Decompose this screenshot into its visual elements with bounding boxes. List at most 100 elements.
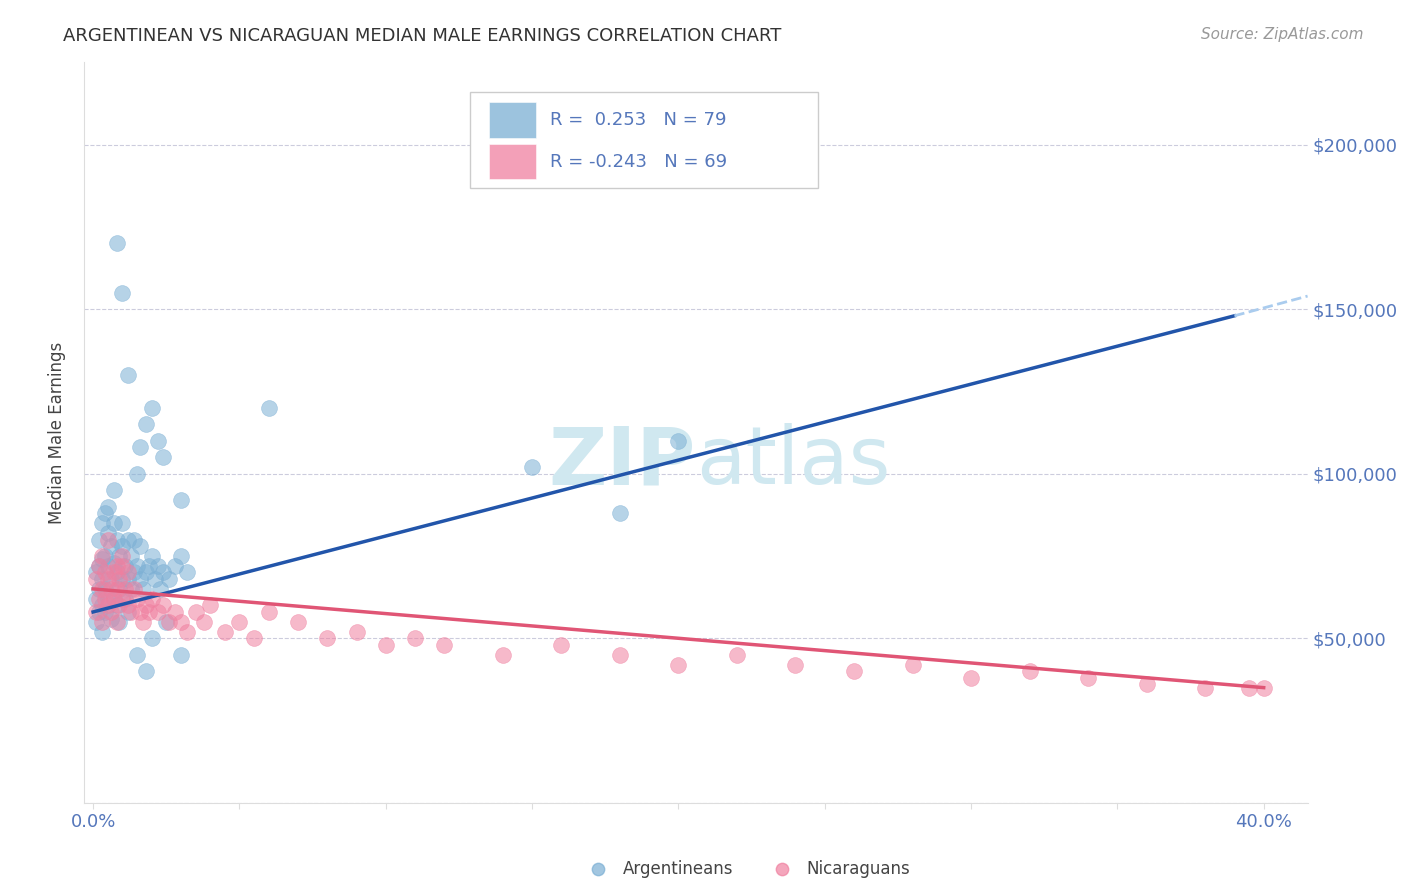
- Point: [1237, 681, 1260, 695]
- Point: [90, 552, 112, 566]
- Point: [125, 591, 148, 606]
- Y-axis label: Median Male Earnings: Median Male Earnings: [48, 342, 66, 524]
- Text: Source: ZipAtlas.com: Source: ZipAtlas.com: [1201, 27, 1364, 42]
- Point: [90, 624, 112, 639]
- Point: [170, 549, 193, 563]
- Point: [94, 506, 117, 520]
- Point: [609, 648, 631, 662]
- FancyBboxPatch shape: [470, 92, 818, 188]
- Point: [105, 599, 128, 613]
- Point: [108, 549, 131, 563]
- Point: [97, 558, 120, 573]
- Point: [111, 591, 134, 606]
- Point: [87, 533, 110, 547]
- Point: [103, 591, 125, 606]
- Text: Nicaraguans: Nicaraguans: [806, 861, 910, 879]
- FancyBboxPatch shape: [489, 103, 536, 138]
- Point: [97, 572, 120, 586]
- Point: [117, 368, 139, 382]
- Point: [129, 605, 152, 619]
- FancyBboxPatch shape: [489, 144, 536, 179]
- Point: [120, 582, 142, 596]
- Point: [97, 533, 120, 547]
- Text: Argentineans: Argentineans: [623, 861, 733, 879]
- Point: [87, 605, 110, 619]
- Point: [374, 638, 396, 652]
- Point: [135, 566, 157, 580]
- Point: [103, 516, 125, 530]
- Point: [122, 582, 145, 596]
- Point: [117, 605, 139, 619]
- Point: [520, 460, 543, 475]
- Point: [1194, 681, 1216, 695]
- Point: [94, 566, 117, 580]
- Point: [117, 566, 139, 580]
- Point: [94, 605, 117, 619]
- Point: [90, 599, 112, 613]
- Point: [100, 572, 122, 586]
- Point: [90, 582, 112, 596]
- Text: R =  0.253   N = 79: R = 0.253 N = 79: [550, 112, 727, 129]
- Point: [105, 566, 128, 580]
- Point: [111, 558, 134, 573]
- Point: [114, 558, 136, 573]
- Point: [132, 615, 155, 629]
- Point: [90, 516, 112, 530]
- Point: [105, 236, 128, 251]
- Point: [1018, 664, 1040, 678]
- Point: [146, 605, 169, 619]
- Text: R = -0.243   N = 69: R = -0.243 N = 69: [550, 153, 727, 170]
- Point: [105, 615, 128, 629]
- Point: [152, 566, 174, 580]
- Point: [152, 599, 174, 613]
- Point: [100, 611, 122, 625]
- Point: [90, 615, 112, 629]
- Point: [960, 671, 983, 685]
- Point: [87, 558, 110, 573]
- Point: [492, 648, 515, 662]
- Point: [105, 558, 128, 573]
- Point: [165, 558, 187, 573]
- Point: [129, 539, 152, 553]
- Point: [87, 591, 110, 606]
- Point: [94, 591, 117, 606]
- Point: [117, 533, 139, 547]
- Point: [346, 624, 368, 639]
- Point: [1077, 671, 1099, 685]
- Point: [157, 572, 180, 586]
- Point: [97, 599, 120, 613]
- Point: [129, 441, 152, 455]
- Point: [141, 632, 163, 646]
- Point: [111, 549, 134, 563]
- Point: [103, 591, 125, 606]
- Point: [184, 605, 207, 619]
- Point: [94, 549, 117, 563]
- Point: [152, 450, 174, 465]
- Point: [97, 591, 120, 606]
- Point: [609, 506, 631, 520]
- Point: [129, 572, 152, 586]
- Point: [668, 657, 690, 672]
- Point: [108, 582, 131, 596]
- Point: [1136, 677, 1159, 691]
- Point: [114, 582, 136, 596]
- Point: [257, 401, 280, 415]
- Point: [725, 648, 748, 662]
- Point: [94, 582, 117, 596]
- Point: [214, 624, 236, 639]
- Point: [785, 657, 807, 672]
- Text: ARGENTINEAN VS NICARAGUAN MEDIAN MALE EARNINGS CORRELATION CHART: ARGENTINEAN VS NICARAGUAN MEDIAN MALE EA…: [63, 27, 782, 45]
- Point: [135, 417, 157, 432]
- Point: [84, 566, 107, 580]
- Point: [114, 591, 136, 606]
- Point: [103, 566, 125, 580]
- Point: [87, 582, 110, 596]
- Point: [135, 599, 157, 613]
- Point: [100, 605, 122, 619]
- Point: [901, 657, 924, 672]
- Point: [141, 591, 163, 606]
- Point: [97, 526, 120, 541]
- Point: [243, 632, 266, 646]
- Point: [90, 572, 112, 586]
- Point: [143, 572, 166, 586]
